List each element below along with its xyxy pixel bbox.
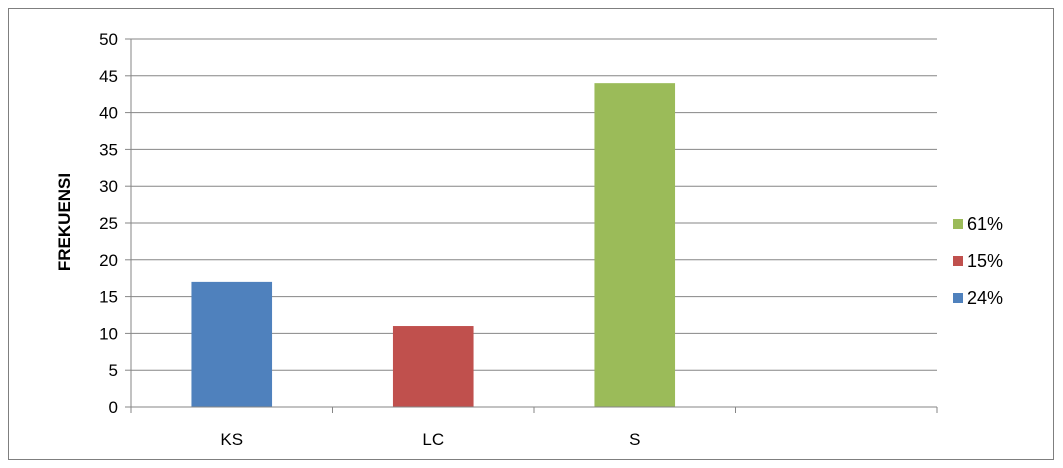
y-tick-label: 20 (99, 251, 118, 270)
y-tick-label: 45 (99, 67, 118, 86)
chart-frame (8, 8, 1054, 460)
legend-swatch (953, 293, 963, 303)
y-tick-label: 40 (99, 104, 118, 123)
y-tick-labels: 0 5 10 15 20 25 30 35 40 45 50 (99, 30, 118, 417)
bar-ks (191, 281, 273, 407)
y-axis-label: FREKUENSI (55, 173, 74, 271)
y-tick-label: 30 (99, 177, 118, 196)
legend: 61% 15% 24% (953, 214, 1003, 308)
y-tick-label: 5 (109, 361, 118, 380)
legend-label: 15% (967, 251, 1003, 271)
legend-label: 61% (967, 214, 1003, 234)
x-tick-label: S (629, 430, 640, 449)
x-tick-label: KS (220, 430, 243, 449)
axes (125, 38, 938, 413)
legend-swatch (953, 219, 963, 229)
y-tick-label: 15 (99, 288, 118, 307)
legend-label: 24% (967, 288, 1003, 308)
legend-swatch (953, 256, 963, 266)
bar-lc (392, 326, 474, 407)
y-tick-label: 25 (99, 214, 118, 233)
x-tick-label: LC (422, 430, 444, 449)
bar-s (594, 83, 676, 407)
y-tick-label: 35 (99, 140, 118, 159)
x-tick-labels: KS LC S (220, 430, 640, 449)
bars (191, 83, 676, 407)
y-tick-label: 50 (99, 30, 118, 49)
y-tick-label: 0 (109, 398, 118, 417)
gridlines (131, 38, 937, 371)
y-tick-label: 10 (99, 324, 118, 343)
